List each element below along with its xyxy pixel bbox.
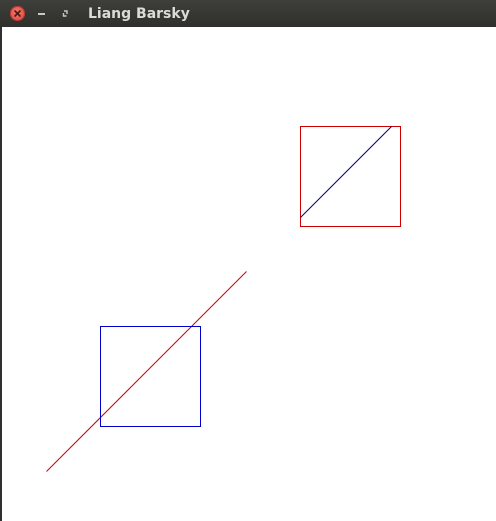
clip-window-top-right [300, 126, 401, 227]
maximize-icon[interactable] [58, 6, 73, 21]
clipped-line-top-right [300, 126, 392, 218]
title-bar[interactable]: Liang Barsky [0, 0, 496, 27]
original-line-bottom-left [46, 271, 247, 472]
drawing-canvas [0, 27, 496, 521]
close-icon[interactable] [10, 6, 25, 21]
minimize-icon[interactable] [34, 6, 49, 21]
clip-window-bottom-left [100, 326, 201, 427]
window-title: Liang Barsky [88, 6, 190, 22]
